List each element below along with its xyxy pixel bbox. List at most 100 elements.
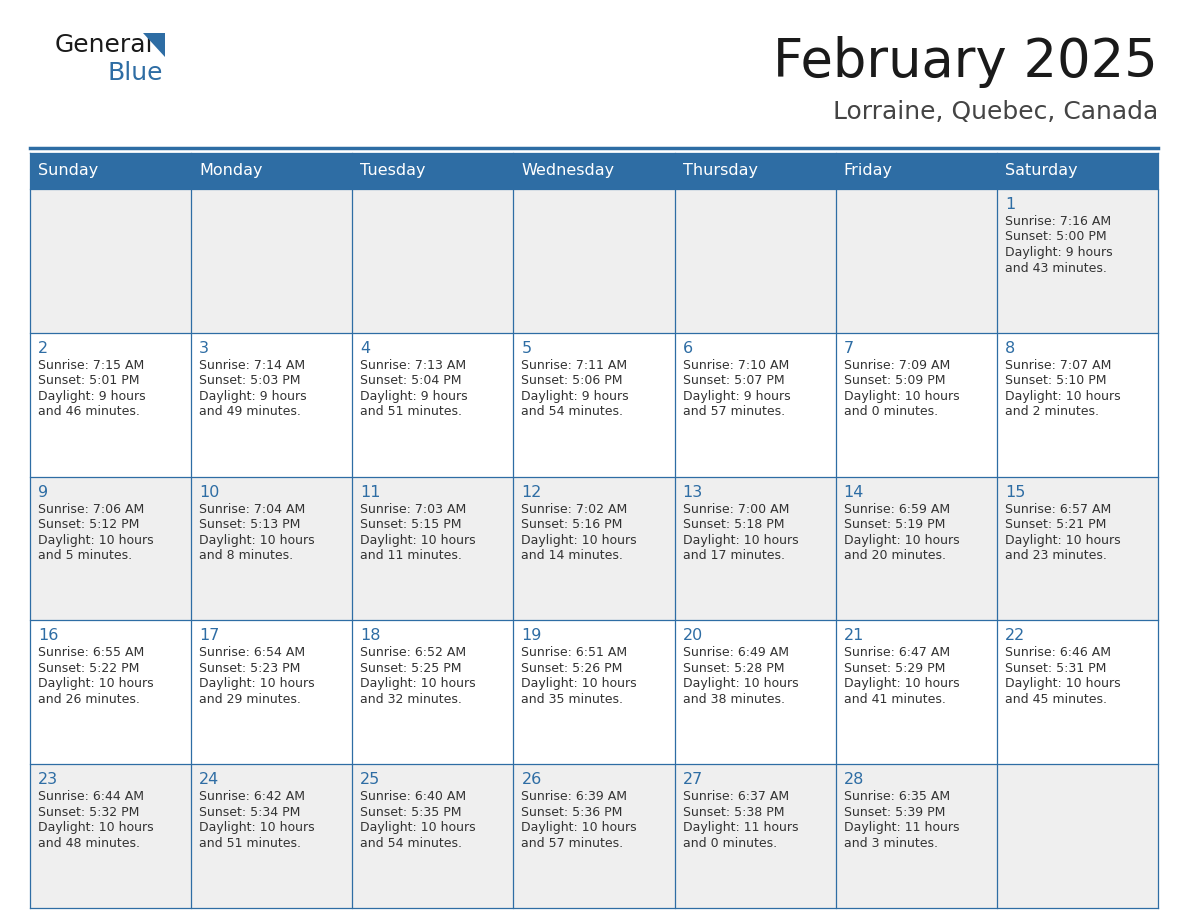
Bar xyxy=(997,189,1158,333)
Text: 23: 23 xyxy=(38,772,58,788)
Text: Sunset: 5:04 PM: Sunset: 5:04 PM xyxy=(360,375,462,387)
Text: and 35 minutes.: and 35 minutes. xyxy=(522,693,624,706)
Bar xyxy=(191,333,353,476)
Bar xyxy=(835,153,997,189)
Text: Lorraine, Quebec, Canada: Lorraine, Quebec, Canada xyxy=(833,100,1158,124)
Text: and 41 minutes.: and 41 minutes. xyxy=(843,693,946,706)
Bar xyxy=(30,189,191,333)
Text: and 43 minutes.: and 43 minutes. xyxy=(1005,262,1107,274)
Text: Sunset: 5:39 PM: Sunset: 5:39 PM xyxy=(843,806,946,819)
Text: Sunrise: 6:49 AM: Sunrise: 6:49 AM xyxy=(683,646,789,659)
Bar xyxy=(835,189,997,333)
Text: Daylight: 10 hours: Daylight: 10 hours xyxy=(200,677,315,690)
Text: and 49 minutes.: and 49 minutes. xyxy=(200,406,301,419)
Bar xyxy=(30,476,191,621)
Bar xyxy=(997,621,1158,764)
Text: Sunset: 5:22 PM: Sunset: 5:22 PM xyxy=(38,662,139,675)
Text: and 54 minutes.: and 54 minutes. xyxy=(522,406,624,419)
Text: Sunset: 5:34 PM: Sunset: 5:34 PM xyxy=(200,806,301,819)
Text: and 57 minutes.: and 57 minutes. xyxy=(522,836,624,850)
Text: Sunset: 5:09 PM: Sunset: 5:09 PM xyxy=(843,375,946,387)
Text: 28: 28 xyxy=(843,772,864,788)
Text: Daylight: 9 hours: Daylight: 9 hours xyxy=(683,390,790,403)
Text: and 2 minutes.: and 2 minutes. xyxy=(1005,406,1099,419)
Bar xyxy=(513,621,675,764)
Text: Sunset: 5:00 PM: Sunset: 5:00 PM xyxy=(1005,230,1106,243)
Text: Daylight: 9 hours: Daylight: 9 hours xyxy=(522,390,630,403)
Text: 12: 12 xyxy=(522,485,542,499)
Text: 24: 24 xyxy=(200,772,220,788)
Bar xyxy=(30,153,191,189)
Text: and 45 minutes.: and 45 minutes. xyxy=(1005,693,1107,706)
Text: and 5 minutes.: and 5 minutes. xyxy=(38,549,132,562)
Text: Sunrise: 7:11 AM: Sunrise: 7:11 AM xyxy=(522,359,627,372)
Text: Sunrise: 6:47 AM: Sunrise: 6:47 AM xyxy=(843,646,950,659)
Bar xyxy=(30,333,191,476)
Text: and 17 minutes.: and 17 minutes. xyxy=(683,549,784,562)
Text: 13: 13 xyxy=(683,485,703,499)
Text: Daylight: 10 hours: Daylight: 10 hours xyxy=(683,533,798,546)
Text: Daylight: 10 hours: Daylight: 10 hours xyxy=(360,533,476,546)
Text: Sunrise: 7:07 AM: Sunrise: 7:07 AM xyxy=(1005,359,1111,372)
Bar xyxy=(191,621,353,764)
Text: Daylight: 10 hours: Daylight: 10 hours xyxy=(1005,533,1120,546)
Text: Sunrise: 7:16 AM: Sunrise: 7:16 AM xyxy=(1005,215,1111,228)
Text: Sunset: 5:01 PM: Sunset: 5:01 PM xyxy=(38,375,139,387)
Bar xyxy=(675,621,835,764)
Text: Thursday: Thursday xyxy=(683,163,758,178)
Text: and 51 minutes.: and 51 minutes. xyxy=(200,836,301,850)
Text: and 0 minutes.: and 0 minutes. xyxy=(683,836,777,850)
Text: Sunrise: 6:42 AM: Sunrise: 6:42 AM xyxy=(200,790,305,803)
Text: Sunset: 5:29 PM: Sunset: 5:29 PM xyxy=(843,662,946,675)
Text: Daylight: 10 hours: Daylight: 10 hours xyxy=(522,677,637,690)
Bar xyxy=(191,476,353,621)
Text: Daylight: 11 hours: Daylight: 11 hours xyxy=(843,822,959,834)
Text: Sunrise: 6:54 AM: Sunrise: 6:54 AM xyxy=(200,646,305,659)
Text: 18: 18 xyxy=(360,629,381,644)
Text: Sunset: 5:31 PM: Sunset: 5:31 PM xyxy=(1005,662,1106,675)
Text: 8: 8 xyxy=(1005,341,1015,356)
Polygon shape xyxy=(143,33,165,57)
Text: and 57 minutes.: and 57 minutes. xyxy=(683,406,785,419)
Text: Sunrise: 6:51 AM: Sunrise: 6:51 AM xyxy=(522,646,627,659)
Text: Daylight: 10 hours: Daylight: 10 hours xyxy=(683,677,798,690)
Text: Sunset: 5:23 PM: Sunset: 5:23 PM xyxy=(200,662,301,675)
Text: Daylight: 10 hours: Daylight: 10 hours xyxy=(38,822,153,834)
Text: 2: 2 xyxy=(38,341,49,356)
Text: Sunset: 5:21 PM: Sunset: 5:21 PM xyxy=(1005,518,1106,532)
Bar xyxy=(513,333,675,476)
Text: Sunrise: 7:14 AM: Sunrise: 7:14 AM xyxy=(200,359,305,372)
Text: Daylight: 9 hours: Daylight: 9 hours xyxy=(38,390,146,403)
Text: Sunrise: 7:06 AM: Sunrise: 7:06 AM xyxy=(38,502,144,516)
Bar xyxy=(997,764,1158,908)
Text: Friday: Friday xyxy=(843,163,892,178)
Bar xyxy=(675,333,835,476)
Text: and 14 minutes.: and 14 minutes. xyxy=(522,549,624,562)
Text: and 29 minutes.: and 29 minutes. xyxy=(200,693,301,706)
Text: 7: 7 xyxy=(843,341,854,356)
Text: Sunset: 5:19 PM: Sunset: 5:19 PM xyxy=(843,518,946,532)
Text: Sunset: 5:16 PM: Sunset: 5:16 PM xyxy=(522,518,623,532)
Text: Daylight: 10 hours: Daylight: 10 hours xyxy=(200,533,315,546)
Text: and 26 minutes.: and 26 minutes. xyxy=(38,693,140,706)
Text: Sunset: 5:07 PM: Sunset: 5:07 PM xyxy=(683,375,784,387)
Text: Sunrise: 7:15 AM: Sunrise: 7:15 AM xyxy=(38,359,144,372)
Text: Sunset: 5:18 PM: Sunset: 5:18 PM xyxy=(683,518,784,532)
Text: Daylight: 9 hours: Daylight: 9 hours xyxy=(1005,246,1112,259)
Text: 4: 4 xyxy=(360,341,371,356)
Text: General: General xyxy=(55,33,153,57)
Bar xyxy=(513,764,675,908)
Text: Sunrise: 6:35 AM: Sunrise: 6:35 AM xyxy=(843,790,950,803)
Text: Sunset: 5:10 PM: Sunset: 5:10 PM xyxy=(1005,375,1106,387)
Text: Sunset: 5:26 PM: Sunset: 5:26 PM xyxy=(522,662,623,675)
Text: 20: 20 xyxy=(683,629,703,644)
Text: and 0 minutes.: and 0 minutes. xyxy=(843,406,937,419)
Text: Sunrise: 7:00 AM: Sunrise: 7:00 AM xyxy=(683,502,789,516)
Text: Sunrise: 6:40 AM: Sunrise: 6:40 AM xyxy=(360,790,467,803)
Bar xyxy=(353,764,513,908)
Bar xyxy=(675,153,835,189)
Text: 10: 10 xyxy=(200,485,220,499)
Text: 9: 9 xyxy=(38,485,49,499)
Text: Sunset: 5:12 PM: Sunset: 5:12 PM xyxy=(38,518,139,532)
Text: Sunset: 5:25 PM: Sunset: 5:25 PM xyxy=(360,662,462,675)
